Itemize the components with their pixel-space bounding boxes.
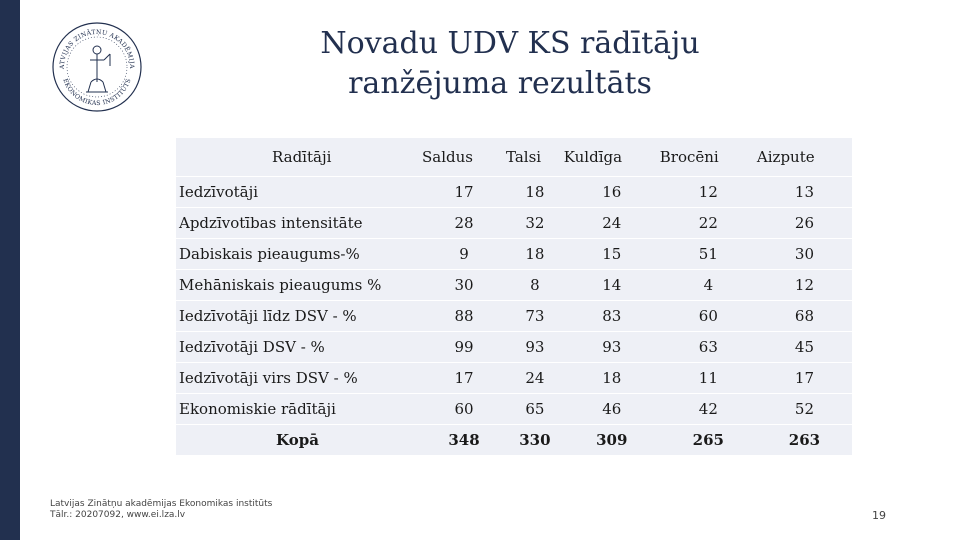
row-label: Ekonomiskie rādītāji [176, 394, 422, 424]
table-cell: 63 [659, 332, 757, 362]
table-header-row: Radītāji Saldus Talsi Kuldīga Brocēni Ai… [176, 138, 852, 176]
table-cell: 60 [659, 301, 757, 331]
row-label: Iedzīvotāji DSV - % [176, 332, 422, 362]
table-cell: 12 [756, 270, 852, 300]
row-label: Dabiskais pieaugums-% [176, 239, 422, 269]
table-row: Apdzīvotības intensitāte 28 32 24 22 26 [176, 208, 852, 238]
table-cell: 18 [563, 363, 660, 393]
svg-text:LATVIJAS ZINĀTŅU AKADĒMIJAS: LATVIJAS ZINĀTŅU AKADĒMIJAS [50, 20, 135, 70]
table-cell: 17 [756, 363, 852, 393]
table-cell: 26 [756, 208, 852, 238]
total-cell: 263 [756, 425, 852, 455]
table-cell: 42 [659, 394, 757, 424]
table-cell: 24 [505, 363, 564, 393]
table-total-row: Kopā 348 330 309 265 263 [176, 425, 852, 455]
footer: Latvijas Zinātņu akadēmijas Ekonomikas i… [50, 499, 272, 521]
table-cell: 12 [659, 177, 757, 207]
row-label: Apdzīvotības intensitāte [176, 208, 422, 238]
table-cell: 68 [756, 301, 852, 331]
table-cell: 24 [563, 208, 660, 238]
total-cell: 330 [505, 425, 564, 455]
row-label: Iedzīvotāji līdz DSV - % [176, 301, 422, 331]
table-row: Iedzīvotāji 17 18 16 12 13 [176, 177, 852, 207]
table-row: Dabiskais pieaugums-% 9 18 15 51 30 [176, 239, 852, 269]
table-cell: 4 [659, 270, 757, 300]
table-cell: 73 [505, 301, 564, 331]
table-cell: 88 [422, 301, 506, 331]
table-cell: 30 [756, 239, 852, 269]
table-row: Mehāniskais pieaugums % 30 8 14 4 12 [176, 270, 852, 300]
table-cell: 60 [422, 394, 506, 424]
table-cell: 18 [505, 177, 564, 207]
table-cell: 17 [422, 363, 506, 393]
table-cell: 9 [422, 239, 506, 269]
table-cell: 28 [422, 208, 506, 238]
row-label: Iedzīvotāji virs DSV - % [176, 363, 422, 393]
table-cell: 93 [563, 332, 660, 362]
footer-institute: Latvijas Zinātņu akadēmijas Ekonomikas i… [50, 499, 273, 509]
total-label: Kopā [176, 425, 422, 455]
table-row: Iedzīvotāji virs DSV - % 17 24 18 11 17 [176, 363, 852, 393]
title-line-1: Novadu UDV KS rādītāju [320, 26, 700, 61]
table-cell: 93 [505, 332, 564, 362]
table-cell: 99 [422, 332, 506, 362]
header-kuldiga: Kuldīga [563, 138, 660, 176]
header-saldus: Saldus [422, 138, 506, 176]
institute-logo: LATVIJAS ZINĀTŅU AKADĒMIJAS EKONOMIKAS I… [50, 20, 142, 112]
table-cell: 14 [563, 270, 660, 300]
slide-title: Novadu UDV KS rādītāju ranžējuma rezultā… [240, 24, 760, 104]
table-cell: 8 [505, 270, 564, 300]
table-cell: 13 [756, 177, 852, 207]
table-cell: 32 [505, 208, 564, 238]
table-cell: 30 [422, 270, 506, 300]
header-talsi: Talsi [505, 138, 564, 176]
header-aizpute: Aizpute [756, 138, 852, 176]
table-cell: 17 [422, 177, 506, 207]
header-broceni: Brocēni [659, 138, 757, 176]
total-cell: 348 [422, 425, 506, 455]
total-cell: 265 [659, 425, 757, 455]
footer-contact: Tālr.: 20207092, www.ei.lza.lv [50, 510, 186, 520]
table-row: Iedzīvotāji DSV - % 99 93 93 63 45 [176, 332, 852, 362]
table-row: Ekonomiskie rādītāji 60 65 46 42 52 [176, 394, 852, 424]
row-label: Mehāniskais pieaugums % [176, 270, 422, 300]
table-cell: 52 [756, 394, 852, 424]
table-cell: 83 [563, 301, 660, 331]
row-label: Iedzīvotāji [176, 177, 422, 207]
page-number: 19 [872, 509, 886, 522]
table-cell: 22 [659, 208, 757, 238]
table-cell: 65 [505, 394, 564, 424]
table-cell: 45 [756, 332, 852, 362]
table-cell: 11 [659, 363, 757, 393]
table-cell: 51 [659, 239, 757, 269]
table-cell: 16 [563, 177, 660, 207]
table-cell: 15 [563, 239, 660, 269]
side-accent-bar [0, 0, 20, 540]
table-row: Iedzīvotāji līdz DSV - % 88 73 83 60 68 [176, 301, 852, 331]
table-cell: 18 [505, 239, 564, 269]
table-cell: 46 [563, 394, 660, 424]
ranking-table: Radītāji Saldus Talsi Kuldīga Brocēni Ai… [176, 137, 852, 456]
total-cell: 309 [563, 425, 660, 455]
title-line-2: ranžējuma rezultāts [348, 66, 652, 101]
header-indicators: Radītāji [176, 138, 422, 176]
